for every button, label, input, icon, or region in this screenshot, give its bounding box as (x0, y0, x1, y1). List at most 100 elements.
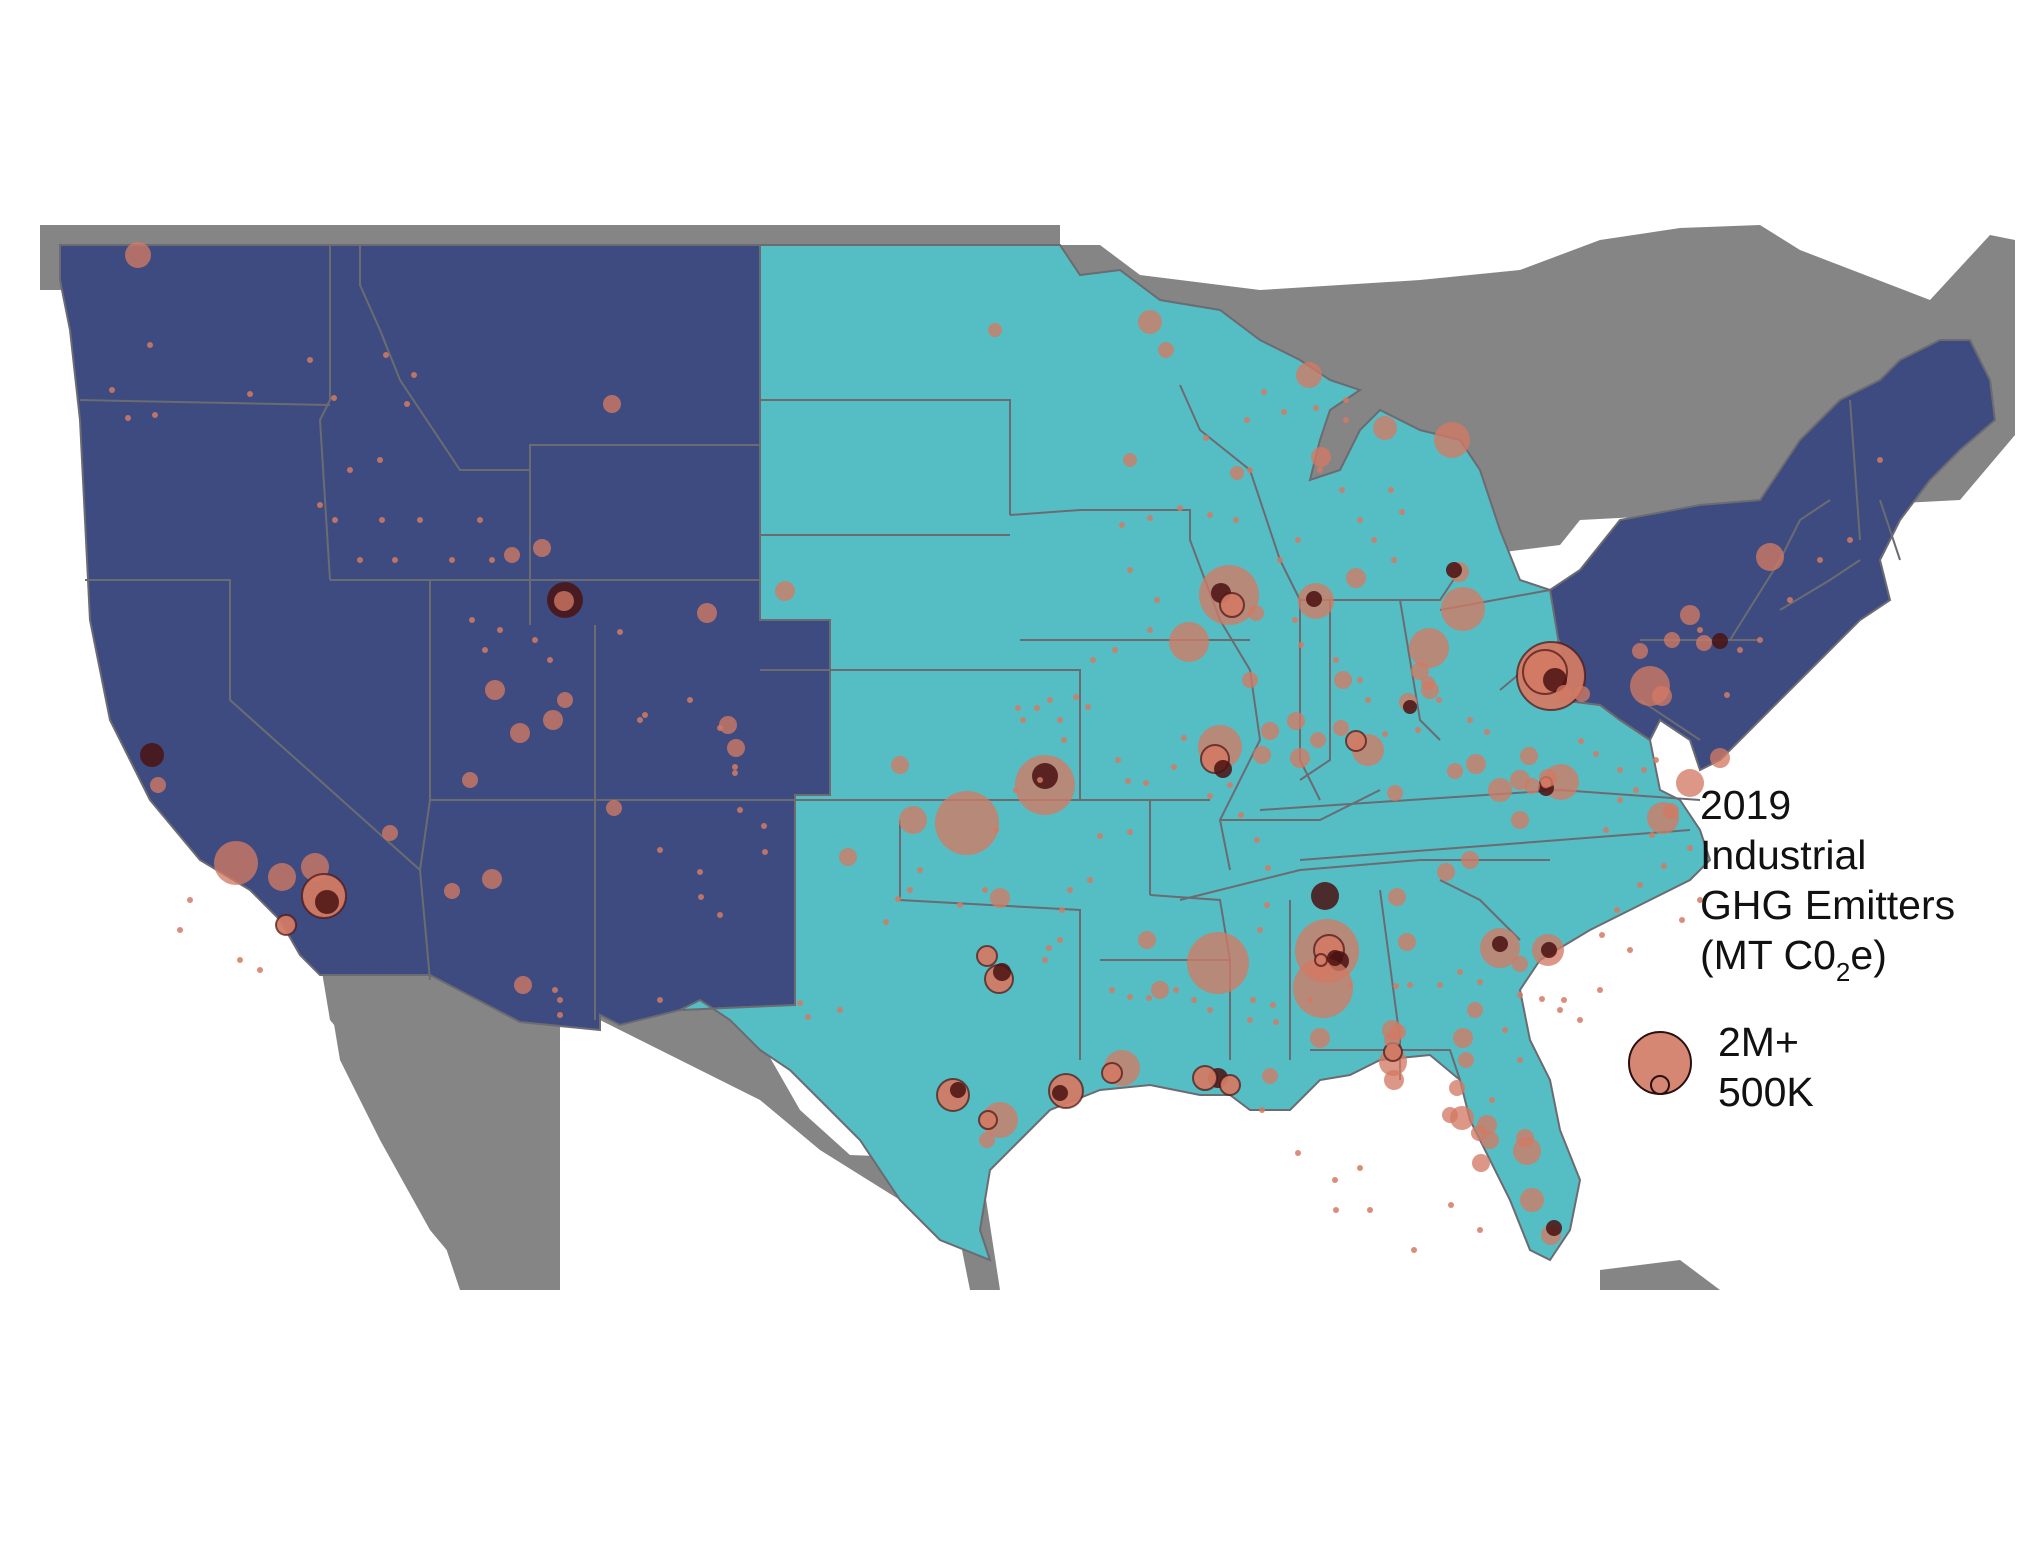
emitter-bubble (482, 869, 502, 889)
emitter-bubble-small (1203, 435, 1209, 441)
emitter-bubble-small (1679, 917, 1685, 923)
emitter-bubble (554, 591, 574, 611)
emitter-bubble-small (1437, 982, 1443, 988)
emitter-bubble (1446, 562, 1462, 578)
emitter-bubble-small (1847, 537, 1853, 543)
emitter-bubble-small (1617, 767, 1623, 773)
emitter-bubble-small (357, 557, 363, 563)
emitter-bubble (935, 791, 999, 855)
emitter-bubble (1541, 942, 1557, 958)
emitter-bubble-small (1097, 833, 1103, 839)
emitter-bubble-small (557, 1012, 563, 1018)
emitter-bubble-small (1244, 417, 1250, 423)
emitter-bubble-small (1724, 692, 1730, 698)
emitter-bubble-small (1020, 717, 1026, 723)
emitter-bubble (1680, 605, 1700, 625)
emitter-bubble-small (1013, 787, 1019, 793)
emitter-bubble-small (1477, 979, 1483, 985)
emitter-bubble-small (1388, 487, 1394, 493)
emitter-bubble (1306, 591, 1322, 607)
emitter-bubble-small (557, 997, 563, 1003)
emitter-bubble-small (489, 557, 495, 563)
central-southeast-region (679, 244, 1712, 1262)
emitter-bubble-small (1317, 467, 1323, 473)
emitter-bubble-small (1502, 1027, 1508, 1033)
emitter-bubble (1138, 931, 1156, 949)
emitter-bubble-small (469, 617, 475, 623)
emitter-bubble (1556, 685, 1572, 701)
emitter-bubble (1310, 1028, 1330, 1048)
emitter-bubble (1756, 543, 1784, 571)
legend-title-line4: (MT C02e) (1700, 930, 2030, 997)
emitter-bubble-small (1115, 757, 1121, 763)
emitter-bubble-small (482, 647, 488, 653)
emitter-bubble (1676, 769, 1704, 797)
emitter-bubble-small (1627, 947, 1633, 953)
emitter-bubble-small (532, 637, 538, 643)
legend-title-line4-prefix: (MT C0 (1700, 932, 1836, 978)
emitter-bubble-small (383, 352, 389, 358)
emitter-bubble-small (1292, 617, 1298, 623)
emitter-bubble-small (247, 391, 253, 397)
emitter-bubble-small (1391, 557, 1397, 563)
legend-title: 2019 Industrial GHG Emitters (MT C02e) (1700, 780, 2030, 997)
emitter-bubble (533, 539, 551, 557)
emitter-bubble-small (1046, 945, 1052, 951)
emitter-bubble-small (1415, 727, 1421, 733)
emitter-bubble-small (187, 897, 193, 903)
emitter-bubble-small (717, 912, 723, 918)
emitter-bubble-small (1357, 1165, 1363, 1171)
emitter-bubble-small (687, 697, 693, 703)
emitter-bubble (606, 800, 622, 816)
emitter-bubble-small (617, 629, 623, 635)
emitter-bubble-small (1597, 987, 1603, 993)
emitter-bubble-small (152, 412, 158, 418)
emitter-bubble-small (1343, 397, 1349, 403)
emitter-bubble (1409, 628, 1449, 668)
emitter-bubble (727, 739, 745, 757)
emitter-bubble-small (1143, 780, 1149, 786)
emitter-bubble (125, 242, 151, 268)
emitter-bubble-small (307, 357, 313, 363)
emitter-bubble-small (1067, 887, 1073, 893)
emitter-bubble (1293, 958, 1353, 1018)
emitter-bubble (1710, 748, 1730, 768)
emitter-bubble-small (1154, 597, 1160, 603)
emitter-bubble (1546, 1220, 1562, 1236)
emitter-bubble-small (1877, 457, 1883, 463)
emitter-bubble-small (1517, 1057, 1523, 1063)
emitter-bubble-small (1757, 637, 1763, 643)
emitter-bubble (510, 723, 530, 743)
emitter-bubble-small (1687, 845, 1693, 851)
emitter-bubble-small (1561, 997, 1567, 1003)
emitter-bubble (1481, 1131, 1499, 1149)
emitter-bubble-small (1270, 1002, 1276, 1008)
emitter-bubble (775, 581, 795, 601)
emitter-bubble (1398, 933, 1416, 951)
emitter-bubble (1447, 763, 1463, 779)
emitter-bubble (1214, 760, 1232, 778)
legend-title-line4-suffix: e) (1850, 932, 1887, 978)
emitter-bubble-small (1087, 877, 1093, 883)
emitter-bubble-small (552, 987, 558, 993)
emitter-bubble-small (1489, 1097, 1495, 1103)
emitter-bubble (1311, 447, 1331, 467)
emitter-bubble-small (497, 627, 503, 633)
emitter-bubble-small (1295, 537, 1301, 543)
emitter-bubble-small (717, 725, 723, 731)
emitter-bubble (1384, 1070, 1404, 1090)
emitter-bubble-small (1407, 982, 1413, 988)
emitter-bubble (1248, 605, 1264, 621)
emitter-bubble (1441, 587, 1485, 631)
emitter-bubble (1345, 730, 1367, 752)
emitter-bubble (514, 976, 532, 994)
emitter-bubble-small (1637, 882, 1643, 888)
emitter-bubble-small (125, 415, 131, 421)
emitter-bubble-small (1649, 832, 1655, 838)
emitter-bubble (839, 848, 857, 866)
emitter-bubble-small (1281, 409, 1287, 415)
emitter-bubble (1492, 936, 1508, 952)
legend-title-line2: Industrial (1700, 832, 1867, 878)
emitter-bubble (719, 716, 737, 734)
emitter-bubble (891, 756, 909, 774)
